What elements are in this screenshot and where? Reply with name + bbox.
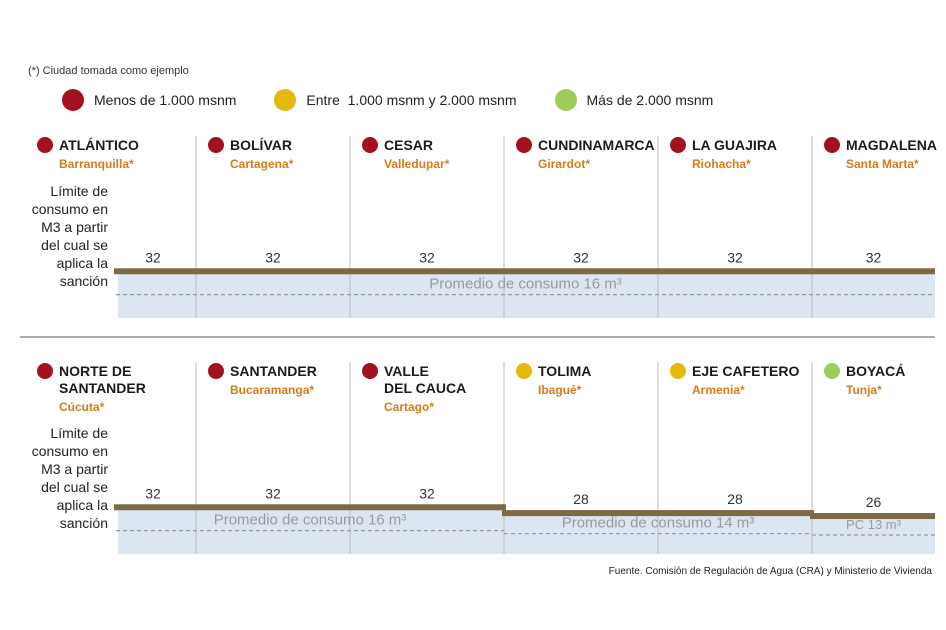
limit-value-label: 32 [265, 249, 281, 265]
limit-bar [504, 268, 658, 275]
row-label-line: M3 a partir [41, 219, 108, 235]
city-label: Cúcuta* [59, 400, 105, 414]
limit-bar-step [502, 504, 506, 517]
row-label-line: aplica la [57, 497, 109, 513]
altitude-dot-low [670, 137, 686, 153]
altitude-dot-low [516, 137, 532, 153]
legend-label-mid: Entre 1.000 msnm y 2.000 msnm [306, 92, 517, 108]
legend-dot-high [554, 89, 577, 111]
region-title: TOLIMA [538, 363, 591, 379]
altitude-dot-low [824, 137, 840, 153]
region-title: EJE CAFETERO [692, 363, 799, 379]
water-fill-6 [812, 516, 935, 554]
legend-dot-mid [274, 89, 297, 111]
row-label-line: consumo en [32, 443, 108, 459]
limit-bar [114, 268, 196, 275]
altitude-dot-low [208, 137, 224, 153]
altitude-dot-high [824, 363, 840, 379]
city-label: Bucaramanga* [230, 383, 314, 397]
limit-bar [504, 510, 658, 517]
region-title: ATLÁNTICO [59, 137, 139, 153]
city-label: Ibagué* [538, 383, 582, 397]
limit-value-label: 32 [145, 485, 161, 501]
row-label-line: Límite de [50, 425, 108, 441]
limit-value-label: 32 [265, 485, 281, 501]
region-title: SANTANDER [230, 363, 317, 379]
average-label: Promedio de consumo 16 m³ [429, 276, 622, 293]
altitude-dot-low [37, 363, 53, 379]
altitude-dot-low [208, 363, 224, 379]
region-title: CUNDINAMARCA [538, 137, 655, 153]
row-label-line: consumo en [32, 201, 108, 217]
region-title: SANTANDER [59, 380, 146, 396]
limit-value-label: 32 [727, 249, 743, 265]
limit-value-label: 28 [573, 491, 589, 507]
limit-value-label: 28 [727, 491, 743, 507]
legend-item-mid: Entre 1.000 msnm y 2.000 msnm [274, 89, 517, 111]
city-label: Tunja* [846, 383, 882, 397]
row-label-line: M3 a partir [41, 461, 108, 477]
limit-value-label: 32 [573, 249, 589, 265]
altitude-dot-mid [516, 363, 532, 379]
legend-item-low: Menos de 1.000 msnm [62, 89, 236, 111]
average-label: Promedio de consumo 14 m³ [562, 515, 755, 532]
altitude-dot-low [362, 137, 378, 153]
limit-bar-step [810, 510, 814, 520]
footnote-example-city: (*) Ciudad tomada como ejemplo [28, 65, 189, 77]
limit-bar [658, 510, 812, 517]
limit-value-label: 32 [419, 485, 435, 501]
row-label-line: aplica la [57, 255, 109, 271]
altitude-dot-low [37, 137, 53, 153]
limit-bar [114, 504, 196, 511]
region-title: VALLE [384, 363, 429, 379]
average-label: Promedio de consumo 16 m³ [214, 512, 407, 529]
city-label: Girardot* [538, 157, 590, 171]
water-fill-1 [118, 271, 196, 318]
city-label: Armenia* [692, 383, 745, 397]
city-label: Valledupar* [384, 157, 450, 171]
legend-label-low: Menos de 1.000 msnm [94, 92, 237, 108]
region-title: LA GUAJIRA [692, 137, 777, 153]
altitude-dot-mid [670, 363, 686, 379]
limit-bar [350, 504, 504, 511]
limit-bar [812, 268, 935, 275]
region-title: BOLÍVAR [230, 137, 292, 153]
limit-bar [658, 268, 812, 275]
region-title: CESAR [384, 137, 433, 153]
limit-bar [196, 268, 350, 275]
city-label: Barranquilla* [59, 157, 134, 171]
region-title: MAGDALENA [846, 137, 937, 153]
limit-bar [812, 513, 935, 520]
legend-dot-low [62, 89, 84, 111]
city-label: Cartago* [384, 400, 434, 414]
limit-bar [350, 268, 504, 275]
row-label-line: del cual se [41, 479, 108, 495]
limit-value-label: 32 [145, 249, 161, 265]
limit-value-label: 32 [866, 249, 882, 265]
altitude-dot-low [362, 363, 378, 379]
source-note: Fuente. Comisión de Regulación de Agua (… [608, 566, 932, 577]
city-label: Cartagena* [230, 157, 294, 171]
row-label-line: del cual se [41, 237, 108, 253]
region-title: NORTE DE [59, 363, 131, 379]
city-label: Riohacha* [692, 157, 751, 171]
legend-item-high: Más de 2.000 msnm [554, 89, 714, 111]
city-label: Santa Marta* [846, 157, 919, 171]
water-fill-1 [118, 507, 196, 554]
limit-bar [196, 504, 350, 511]
row-label-line: sanción [60, 515, 108, 531]
region-title: BOYACÁ [846, 363, 905, 379]
row-label-line: sanción [60, 273, 108, 289]
limit-value-label: 26 [866, 494, 882, 510]
limit-value-label: 32 [419, 249, 435, 265]
row-label-line: Límite de [50, 183, 108, 199]
legend-label-high: Más de 2.000 msnm [586, 92, 714, 108]
altitude-legend: Menos de 1.000 msnm Entre 1.000 msnm y 2… [62, 88, 751, 112]
region-title: DEL CAUCA [384, 380, 466, 396]
average-label: PC 13 m³ [846, 517, 902, 532]
